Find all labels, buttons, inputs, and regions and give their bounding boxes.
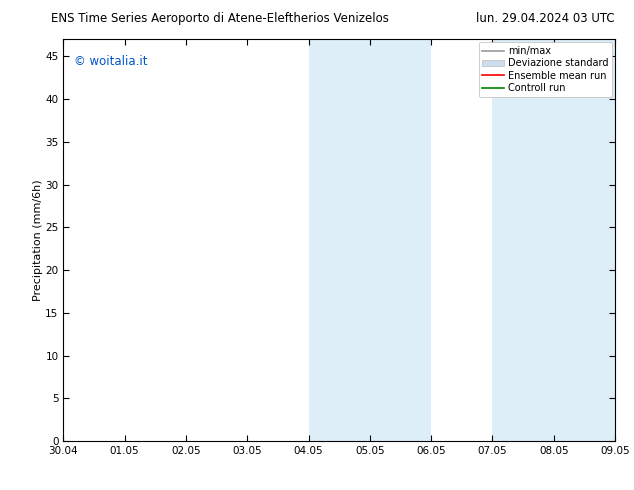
Text: © woitalia.it: © woitalia.it [74, 55, 148, 68]
Text: ENS Time Series Aeroporto di Atene-Eleftherios Venizelos: ENS Time Series Aeroporto di Atene-Eleft… [51, 12, 389, 25]
Text: lun. 29.04.2024 03 UTC: lun. 29.04.2024 03 UTC [476, 12, 615, 25]
Bar [309, 39, 370, 441]
Y-axis label: Precipitation (mm/6h): Precipitation (mm/6h) [32, 179, 42, 301]
Legend: min/max, Deviazione standard, Ensemble mean run, Controll run: min/max, Deviazione standard, Ensemble m… [479, 42, 612, 97]
Bar [553, 39, 615, 441]
Bar [493, 39, 553, 441]
Bar [370, 39, 431, 441]
